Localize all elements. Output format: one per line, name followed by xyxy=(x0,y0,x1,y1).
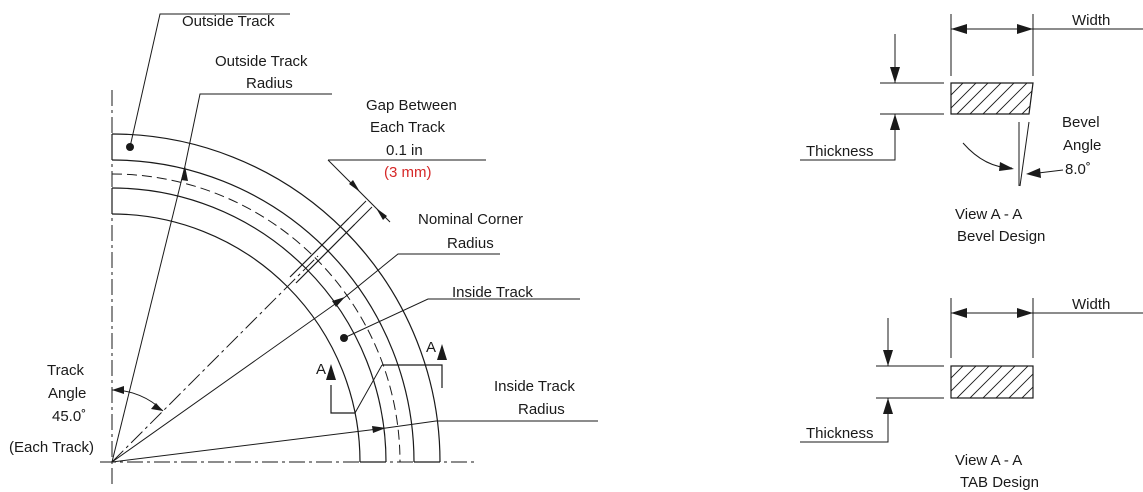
outside-track-leader xyxy=(129,13,290,148)
bevel-angle-label-3: 8.0˚ xyxy=(1065,161,1091,178)
gap-extension-1 xyxy=(348,200,367,219)
tab-profile xyxy=(950,365,1034,399)
section-a-left: A xyxy=(316,361,326,378)
outside-radius-leader xyxy=(184,93,332,167)
tab-view-label-2: TAB Design xyxy=(960,474,1039,491)
tab-view-label-1: View A - A xyxy=(955,452,1022,469)
gap-line-1 xyxy=(289,217,350,278)
gap-label-2: Each Track xyxy=(370,119,446,136)
bevel-thickness-arrow-top xyxy=(890,67,900,83)
bevel-view-label-1: View A - A xyxy=(955,206,1022,223)
nominal-radius-line xyxy=(111,296,346,463)
track-angle-centerline xyxy=(111,255,319,463)
nominal-radius-leader xyxy=(344,253,500,298)
bevel-width-arrow-right xyxy=(1017,24,1033,34)
bevel-width-arrow-left xyxy=(951,24,967,34)
tab-thickness-arrow-bottom xyxy=(883,398,893,414)
gap-extension-2 xyxy=(354,206,373,225)
outside-track-inner-arc xyxy=(111,159,415,463)
tab-thickness-label: Thickness xyxy=(806,425,874,442)
track-angle-arrow-2 xyxy=(151,403,163,411)
outside-track-outer-arc xyxy=(111,133,441,463)
bevel-hatching xyxy=(951,83,1033,114)
section-cut-line-right xyxy=(382,364,443,388)
track-layout xyxy=(100,13,598,486)
inside-track-radius-label-2: Radius xyxy=(518,401,565,418)
nominal-radius-arrowhead xyxy=(332,297,345,307)
tab-width-label: Width xyxy=(1072,296,1110,313)
nominal-radius-label-2: Radius xyxy=(447,235,494,252)
outside-track-radius-label-2: Radius xyxy=(246,75,293,92)
outside-track-radius-label-1: Outside Track xyxy=(215,53,308,70)
bevel-design-view xyxy=(800,14,1143,187)
tab-design-view xyxy=(800,298,1143,443)
track-angle-label-3: 45.0˚ xyxy=(52,408,86,425)
tab-hatching xyxy=(951,366,1033,398)
bevel-angle-label-1: Bevel xyxy=(1062,114,1100,131)
section-a-right: A xyxy=(426,339,436,356)
section-cut-line xyxy=(330,385,355,414)
gap-arrowhead-1 xyxy=(349,180,360,192)
track-angle-arrow-1 xyxy=(112,386,124,394)
outside-track-radius-line xyxy=(111,165,186,463)
gap-arrowhead-2 xyxy=(376,208,387,220)
nominal-corner-arc xyxy=(111,173,401,463)
bevel-profile xyxy=(950,82,1034,115)
outside-track-label: Outside Track xyxy=(182,13,275,30)
gap-value-mm: (3 mm) xyxy=(384,164,432,181)
inside-radius-leader xyxy=(385,420,598,429)
track-angle-label-4: (Each Track) xyxy=(9,439,94,456)
gap-value-in: 0.1 in xyxy=(386,142,423,159)
bevel-view-label-2: Bevel Design xyxy=(957,228,1045,245)
section-cut-mid xyxy=(354,364,383,414)
inside-track-radius-label-1: Inside Track xyxy=(494,378,575,395)
bevel-width-label: Width xyxy=(1072,12,1110,29)
bevel-angle-ext-slanted xyxy=(1019,121,1030,187)
inside-track-radius-line xyxy=(111,427,387,463)
tab-width-arrow-left xyxy=(951,308,967,318)
tab-width-arrow-right xyxy=(1017,308,1033,318)
section-arrow-right xyxy=(437,344,447,360)
inside-track-label: Inside Track xyxy=(452,284,533,301)
nominal-radius-label-1: Nominal Corner xyxy=(418,211,523,228)
section-arrow-left xyxy=(326,364,336,380)
inside-radius-arrowhead xyxy=(372,426,386,433)
outside-radius-arrowhead xyxy=(181,166,188,181)
bevel-angle-arc xyxy=(962,142,1013,169)
track-angle-label-1: Track xyxy=(47,362,84,379)
track-angle-label-2: Angle xyxy=(48,385,86,402)
gap-line-2 xyxy=(295,223,356,284)
tab-thickness-arrow-top xyxy=(883,350,893,366)
bevel-angle-label-2: Angle xyxy=(1063,137,1101,154)
gap-label-1: Gap Between xyxy=(366,97,457,114)
bevel-thickness-label: Thickness xyxy=(806,143,874,160)
bevel-thickness-arrow-bottom xyxy=(890,114,900,130)
bevel-angle-arrow-left xyxy=(999,162,1014,171)
inside-track-leader xyxy=(343,298,580,339)
bevel-angle-arrow-right xyxy=(1026,168,1041,178)
